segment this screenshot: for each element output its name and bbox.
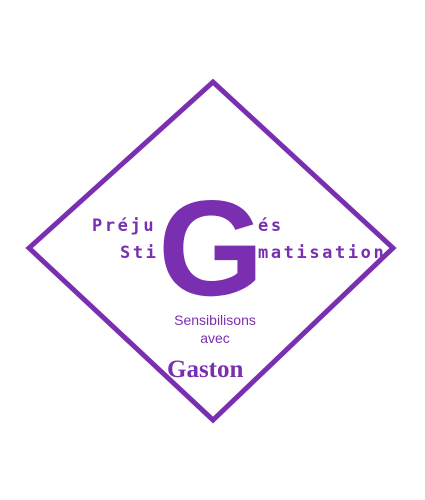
diamond-border (25, 78, 397, 424)
word-prefix-preju: Préju (92, 216, 157, 236)
big-g-letter: G (158, 172, 264, 324)
word-suffix-es: és (258, 216, 284, 236)
brand-name-gaston: Gaston (167, 356, 244, 383)
tagline-sensibilisons: Sensibilisons (174, 312, 256, 328)
tagline-avec: avec (200, 330, 230, 346)
word-prefix-sti: Sti (120, 243, 159, 263)
word-suffix-matisation: matisation (258, 243, 387, 263)
